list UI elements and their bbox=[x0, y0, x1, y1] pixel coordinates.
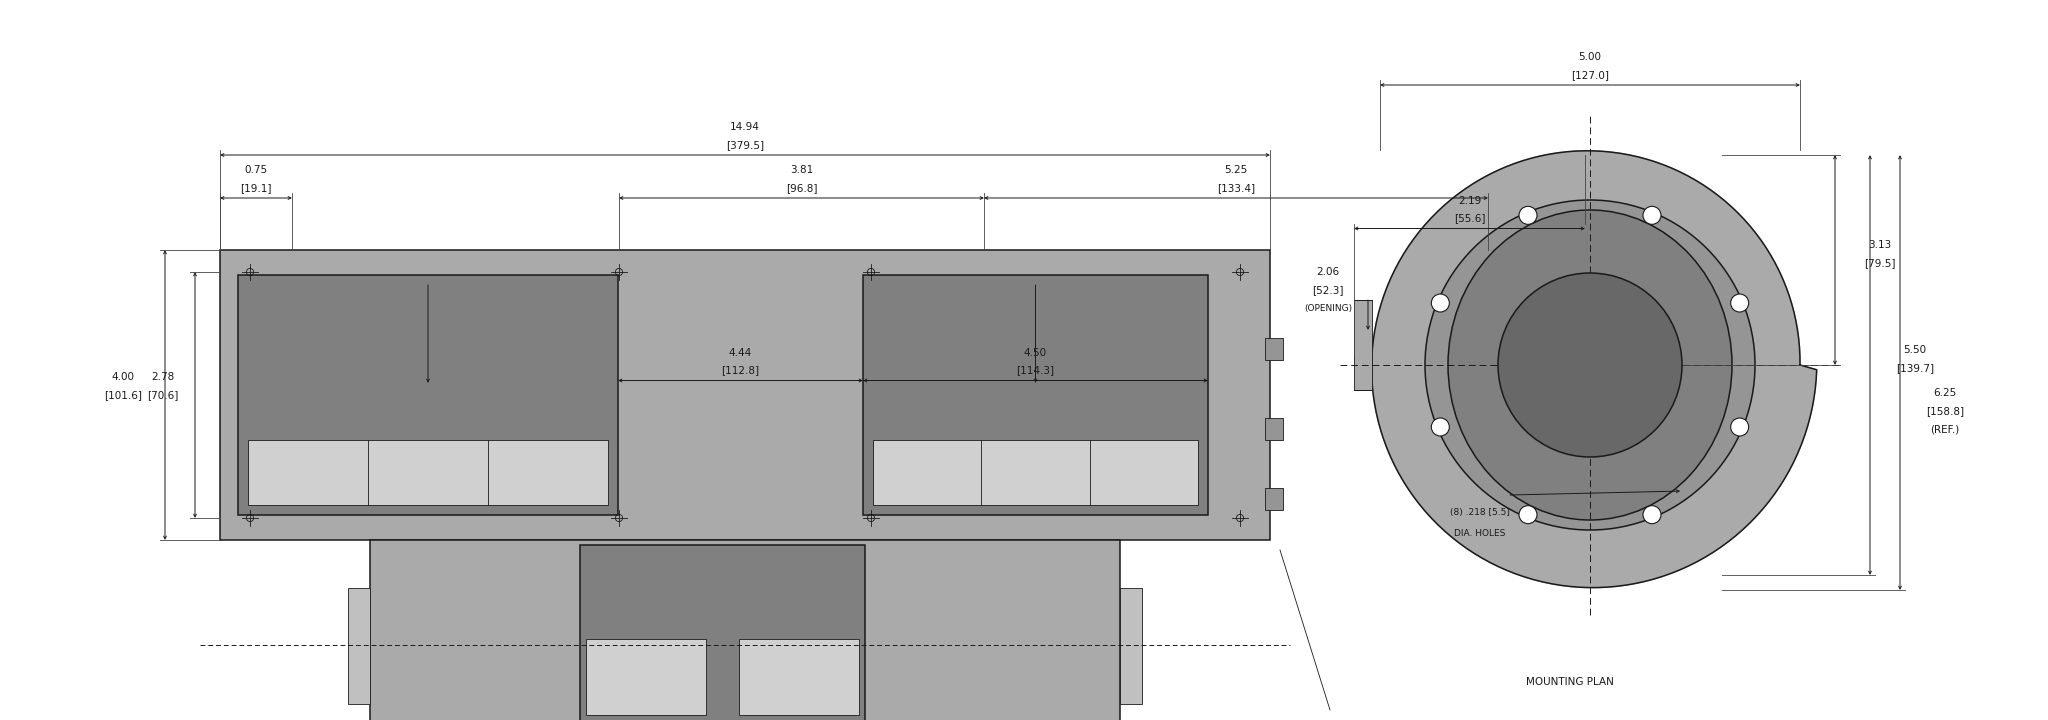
Text: 5.00: 5.00 bbox=[1579, 52, 1602, 62]
Bar bbox=[371, 540, 1120, 720]
Text: [139.7]: [139.7] bbox=[1896, 363, 1933, 373]
Text: [158.8]: [158.8] bbox=[1925, 406, 1964, 416]
Circle shape bbox=[1642, 207, 1661, 225]
Text: [112.8]: [112.8] bbox=[721, 366, 760, 376]
Text: 4.44: 4.44 bbox=[729, 348, 752, 358]
Text: 2.06: 2.06 bbox=[1317, 267, 1339, 277]
Text: (REF.): (REF.) bbox=[1931, 424, 1960, 434]
Bar bbox=[872, 440, 1198, 505]
Bar bbox=[238, 275, 618, 515]
Text: 2.19: 2.19 bbox=[1458, 196, 1481, 205]
Text: 3.13: 3.13 bbox=[1868, 240, 1892, 250]
Text: [379.5]: [379.5] bbox=[725, 140, 764, 150]
Text: [127.0]: [127.0] bbox=[1571, 70, 1610, 80]
Circle shape bbox=[1731, 418, 1749, 436]
Bar bbox=[862, 275, 1208, 515]
Text: 5.25: 5.25 bbox=[1225, 165, 1247, 175]
Text: 2.78: 2.78 bbox=[152, 372, 174, 382]
Circle shape bbox=[1432, 294, 1450, 312]
Text: [96.8]: [96.8] bbox=[786, 183, 817, 193]
Text: (OPENING): (OPENING) bbox=[1305, 304, 1352, 312]
Text: 3.81: 3.81 bbox=[791, 165, 813, 175]
Text: 14.94: 14.94 bbox=[729, 122, 760, 132]
Text: [70.6]: [70.6] bbox=[147, 390, 178, 400]
Text: [101.6]: [101.6] bbox=[104, 390, 141, 400]
Bar bbox=[219, 250, 1270, 540]
Polygon shape bbox=[1372, 150, 1817, 588]
Bar bbox=[739, 639, 858, 715]
Circle shape bbox=[1497, 273, 1681, 457]
Text: [52.3]: [52.3] bbox=[1313, 285, 1343, 295]
Bar bbox=[580, 545, 864, 720]
Circle shape bbox=[1731, 294, 1749, 312]
Bar bbox=[1266, 488, 1282, 510]
Bar bbox=[1266, 418, 1282, 440]
Text: [19.1]: [19.1] bbox=[240, 183, 272, 193]
Bar bbox=[586, 639, 707, 715]
Bar bbox=[348, 588, 371, 704]
Circle shape bbox=[1520, 207, 1536, 225]
Bar bbox=[1266, 338, 1282, 360]
Text: [133.4]: [133.4] bbox=[1217, 183, 1255, 193]
Text: 4.50: 4.50 bbox=[1024, 348, 1047, 358]
Ellipse shape bbox=[1448, 210, 1733, 520]
Text: DIA. HOLES: DIA. HOLES bbox=[1454, 528, 1505, 538]
Bar bbox=[1354, 300, 1372, 390]
Circle shape bbox=[1425, 200, 1755, 530]
Text: 4.00: 4.00 bbox=[111, 372, 135, 382]
Circle shape bbox=[1432, 418, 1450, 436]
Text: [79.5]: [79.5] bbox=[1864, 258, 1896, 268]
Text: 6.25: 6.25 bbox=[1933, 388, 1956, 398]
Text: [114.3]: [114.3] bbox=[1016, 366, 1055, 376]
Text: [55.6]: [55.6] bbox=[1454, 214, 1485, 223]
Bar bbox=[248, 440, 608, 505]
Text: MOUNTING PLAN: MOUNTING PLAN bbox=[1526, 677, 1614, 687]
Circle shape bbox=[1642, 505, 1661, 523]
Text: 0.75: 0.75 bbox=[244, 165, 268, 175]
Bar bbox=[1120, 588, 1143, 704]
Text: 5.50: 5.50 bbox=[1903, 345, 1927, 355]
Circle shape bbox=[1520, 505, 1536, 523]
Text: (8) .218 [5.5]: (8) .218 [5.5] bbox=[1450, 508, 1509, 518]
